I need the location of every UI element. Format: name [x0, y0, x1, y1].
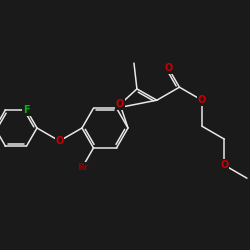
Text: F: F [23, 105, 30, 115]
Text: Br: Br [77, 162, 88, 172]
Text: O: O [55, 136, 64, 146]
Text: O: O [220, 160, 228, 170]
Text: O: O [164, 63, 172, 73]
Text: O: O [116, 100, 124, 110]
Text: O: O [198, 95, 206, 105]
